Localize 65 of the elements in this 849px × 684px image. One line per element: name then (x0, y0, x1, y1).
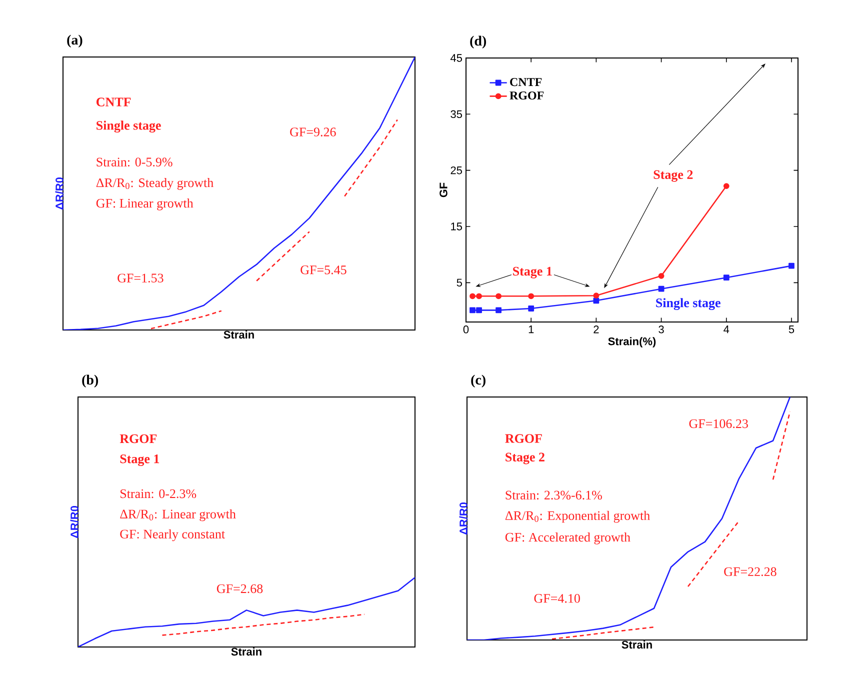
annotation: Stage 2 (654, 170, 693, 182)
chart-title: (a) (67, 34, 82, 48)
y-tick-label: 15 (451, 222, 462, 230)
annotation: GF=4.10 (534, 594, 580, 603)
y-axis-title: ΔR/R0 (55, 177, 64, 210)
chart-title: (b) (82, 374, 98, 388)
x-tick-label: 3 (658, 326, 664, 334)
annotation: Strain: 0-5.9% (96, 158, 172, 167)
y-axis-title: ΔR/R0 (70, 506, 78, 538)
point (470, 293, 476, 300)
point (658, 286, 664, 292)
annotation: ΔR/R$_{0}$: Exponential growth (505, 510, 650, 523)
annotation: Strain: 2.3%-6.1% (506, 490, 602, 500)
point (723, 183, 730, 190)
y-tick-label: 45 (450, 54, 462, 62)
annotation: RGOF (505, 434, 542, 443)
annotation: CNTF (96, 98, 131, 106)
annotation: Stage 1 (513, 266, 552, 278)
x-tick-label: 2 (594, 326, 599, 334)
point (476, 293, 482, 300)
annotation: Single stage (656, 298, 720, 310)
legend-label: CNTF (510, 78, 542, 86)
legend-label: RGOF (510, 91, 544, 100)
point (593, 298, 600, 304)
annotation: GF: Linear growth (96, 198, 194, 210)
x-axis-title: Strain (224, 330, 254, 339)
point (528, 306, 534, 312)
chart-title: (d) (470, 36, 486, 48)
annotation: GF=9.26 (290, 128, 336, 136)
x-axis-title: Strain (231, 648, 262, 656)
text: Stage 1 (120, 454, 160, 466)
point (528, 293, 534, 300)
annotation: Stage 2 (506, 452, 544, 464)
x-tick-label: 5 (788, 326, 794, 334)
y-axis-title: GF (440, 182, 448, 198)
x-axis-title: Strain (622, 640, 652, 649)
text: ΔR/R$_{0}$: Linear growth (120, 509, 236, 522)
y-tick-label: 25 (450, 166, 462, 174)
point (476, 307, 482, 314)
annotation: GF=106.23 (689, 419, 748, 428)
text: RGOF (120, 434, 157, 444)
point (496, 307, 502, 314)
x-axis-title: Strain(%) (608, 337, 656, 348)
y-axis-title: ΔR/R0 (459, 502, 468, 535)
point (723, 274, 730, 281)
x-tick-label: 0 (463, 326, 469, 334)
text: Strain: 0-2.3% (120, 489, 196, 498)
chart-title: (c) (471, 374, 486, 388)
x-tick-label: 4 (724, 326, 730, 334)
x-tick-label: 1 (528, 326, 534, 334)
point (593, 292, 600, 299)
annotation: ΔR/R$_{0}$: Steady growth (96, 178, 214, 190)
annotation: GF=22.28 (724, 567, 776, 576)
y-tick-label: 5 (456, 278, 462, 287)
annotation: GF=5.45 (300, 266, 346, 274)
annotation: Single stage (96, 120, 161, 133)
point (788, 262, 794, 269)
text: GF: Nearly constant (120, 529, 225, 542)
point (496, 293, 502, 300)
y-tick-label: 35 (450, 110, 462, 118)
point (470, 307, 476, 314)
annotation: GF: Accelerated growth (505, 532, 630, 544)
point (658, 272, 664, 279)
annotation: GF=1.53 (118, 274, 164, 283)
annotation: GF=2.68 (216, 584, 263, 594)
